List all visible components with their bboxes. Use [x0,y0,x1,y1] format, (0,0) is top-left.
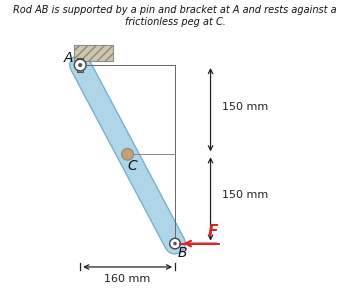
Circle shape [78,63,82,67]
Circle shape [74,59,86,71]
Bar [77,58,83,72]
Text: 150 mm: 150 mm [222,103,269,113]
Text: A: A [64,51,74,65]
Text: Rod AB is supported by a pin and bracket at A and rests against a frictionless p: Rod AB is supported by a pin and bracket… [13,5,337,27]
Bar [74,45,113,61]
Circle shape [170,238,180,249]
Text: 150 mm: 150 mm [222,190,269,200]
Text: B: B [177,246,187,260]
Text: F: F [208,224,218,239]
Circle shape [122,148,134,160]
Bar [74,45,113,61]
Circle shape [173,242,177,245]
Text: C: C [128,159,137,173]
Text: 160 mm: 160 mm [105,274,151,284]
